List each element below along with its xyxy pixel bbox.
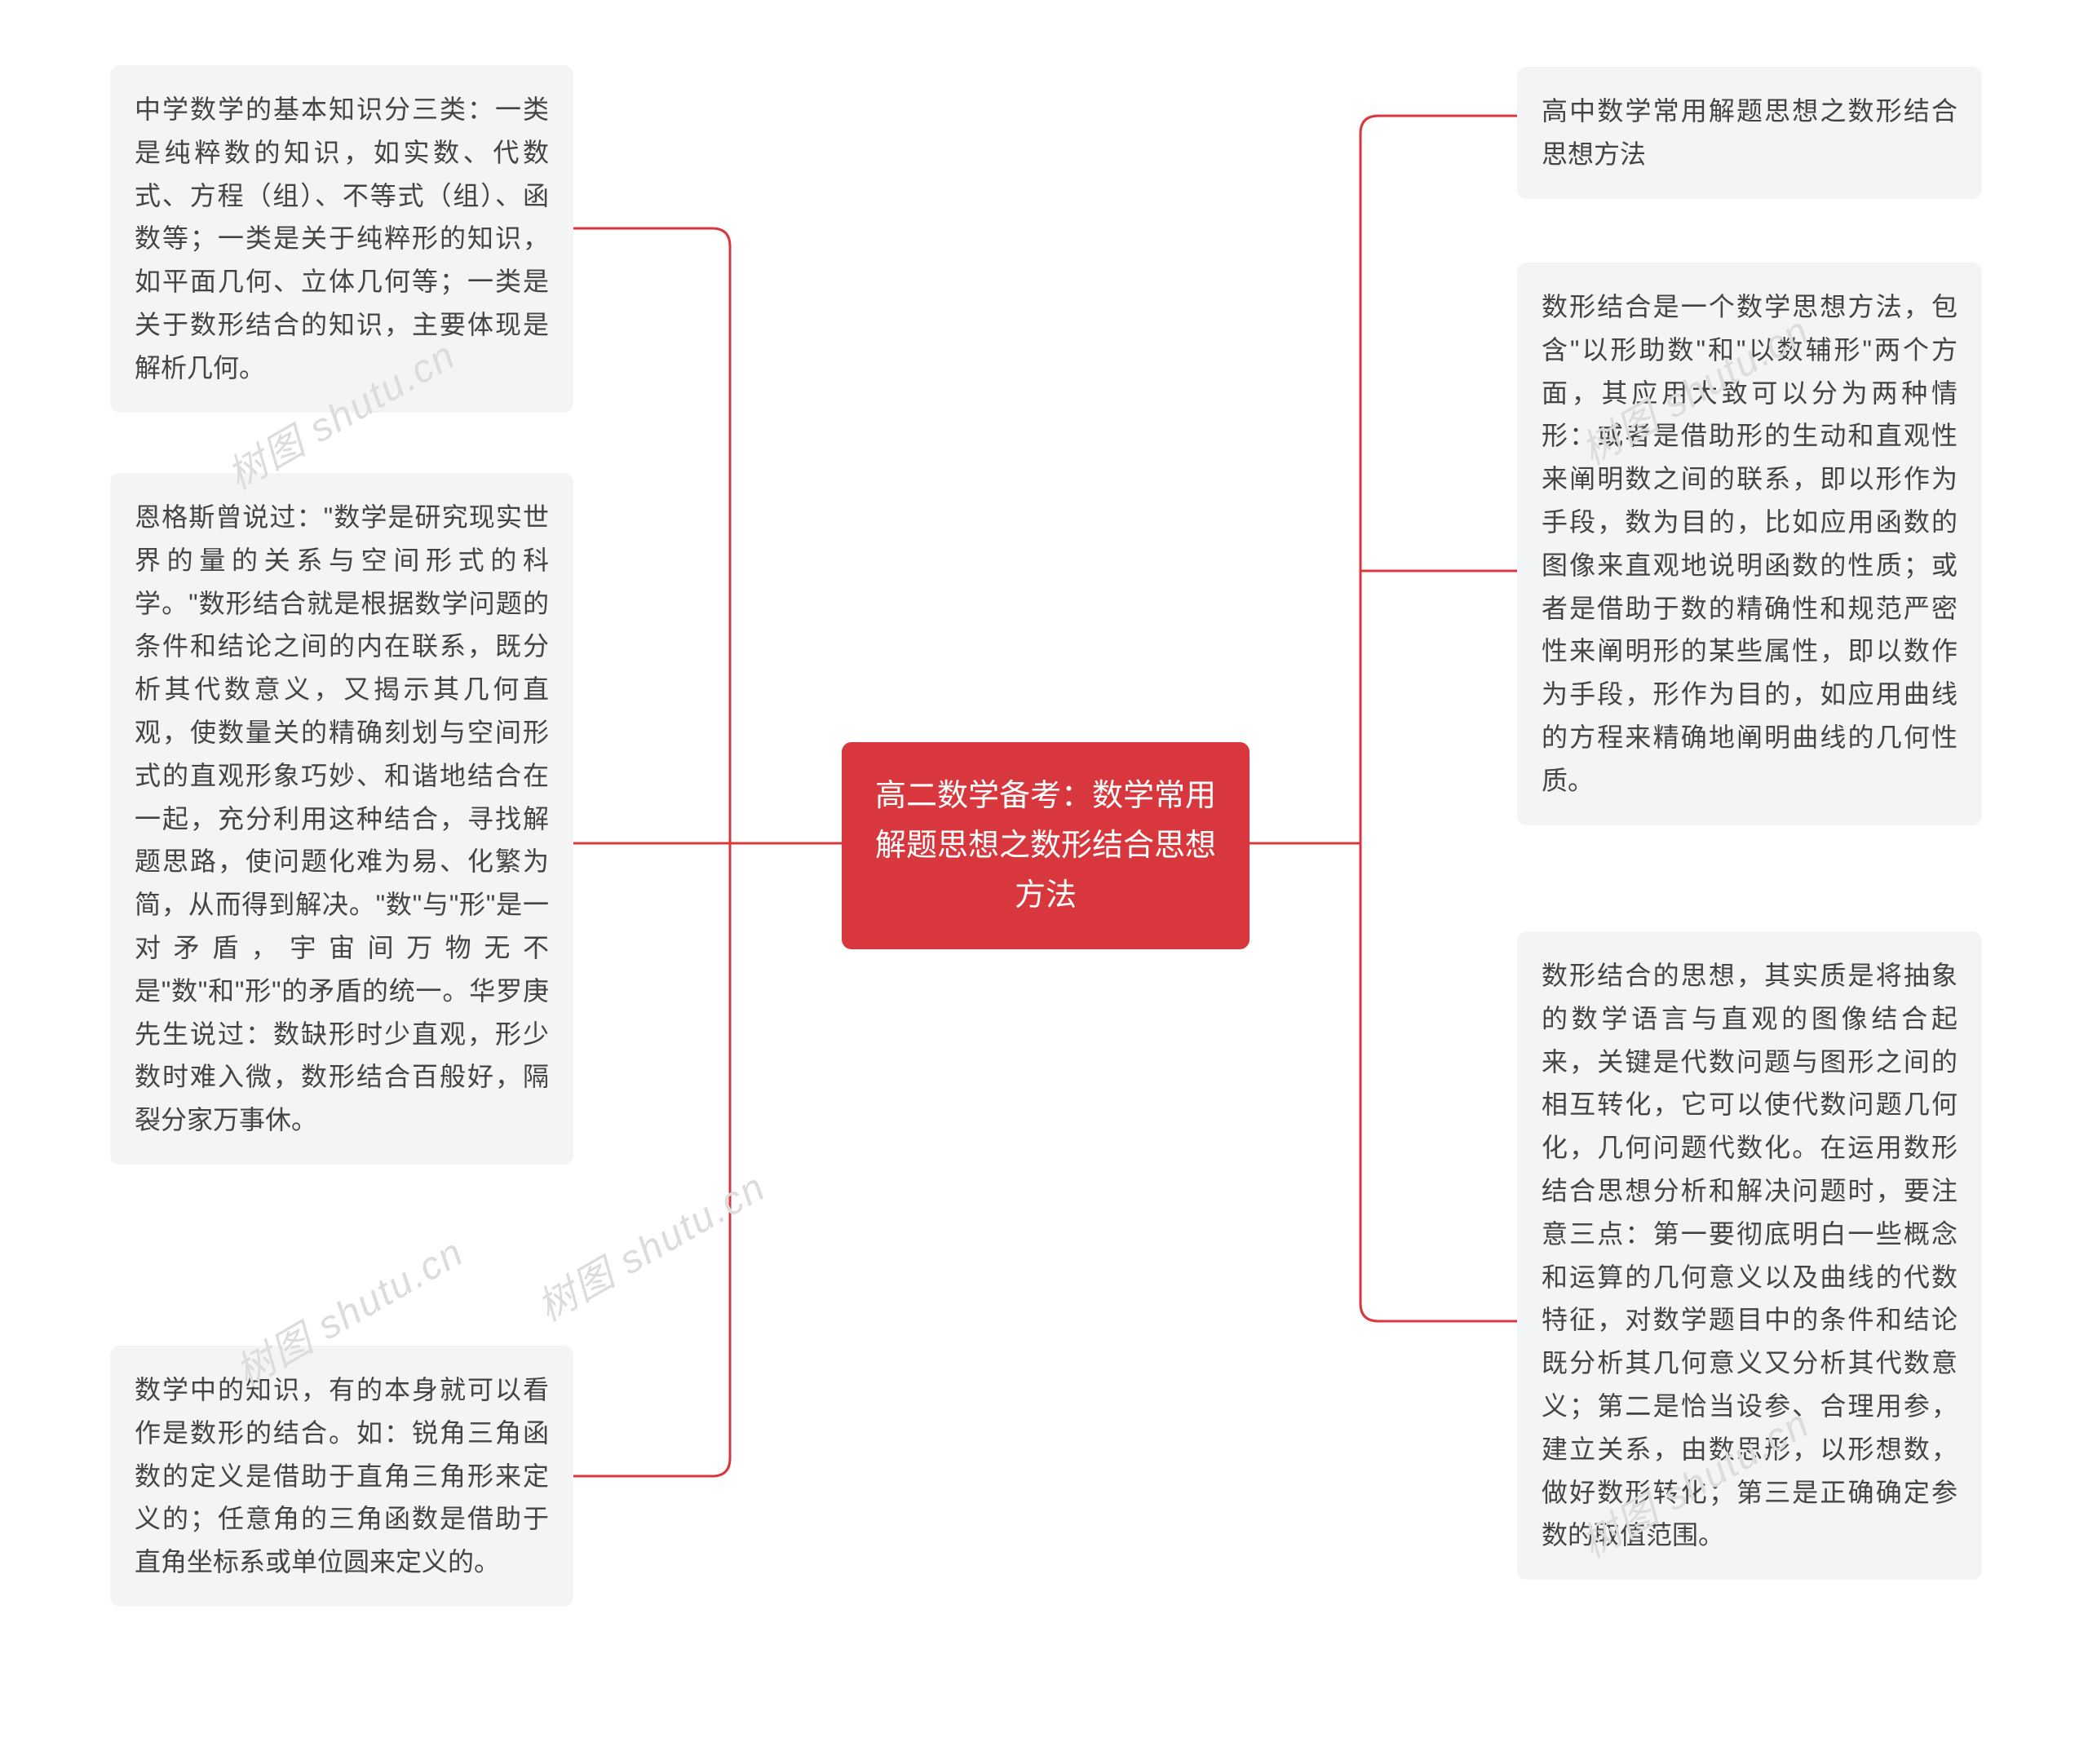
leaf-node-right-R3: 数形结合的思想，其实质是将抽象的数学语言与直观的图像结合起来，关键是代数问题与图… (1517, 931, 1982, 1580)
leaf-node-right-R2: 数形结合是一个数学思想方法，包含"以形助数"和"以数辅形"两个方面，其应用大致可… (1517, 263, 1982, 825)
watermark-2: 树图 shutu.cn (524, 1155, 774, 1332)
center-node: 高二数学备考：数学常用解题思想之数形结合思想方法 (842, 742, 1250, 949)
mindmap-canvas: 高二数学备考：数学常用解题思想之数形结合思想方法 中学数学的基本知识分三类：一类… (0, 0, 2088, 1764)
leaf-node-left-L1: 中学数学的基本知识分三类：一类是纯粹数的知识，如实数、代数式、方程（组）、不等式… (110, 65, 573, 413)
leaf-node-left-L3: 数学中的知识，有的本身就可以看作是数形的结合。如：锐角三角函数的定义是借助于直角… (110, 1346, 573, 1607)
leaf-node-left-L2: 恩格斯曾说过："数学是研究现实世界的量的关系与空间形式的科学。"数形结合就是根据… (110, 473, 573, 1165)
leaf-node-right-R1: 高中数学常用解题思想之数形结合思想方法 (1517, 67, 1982, 199)
